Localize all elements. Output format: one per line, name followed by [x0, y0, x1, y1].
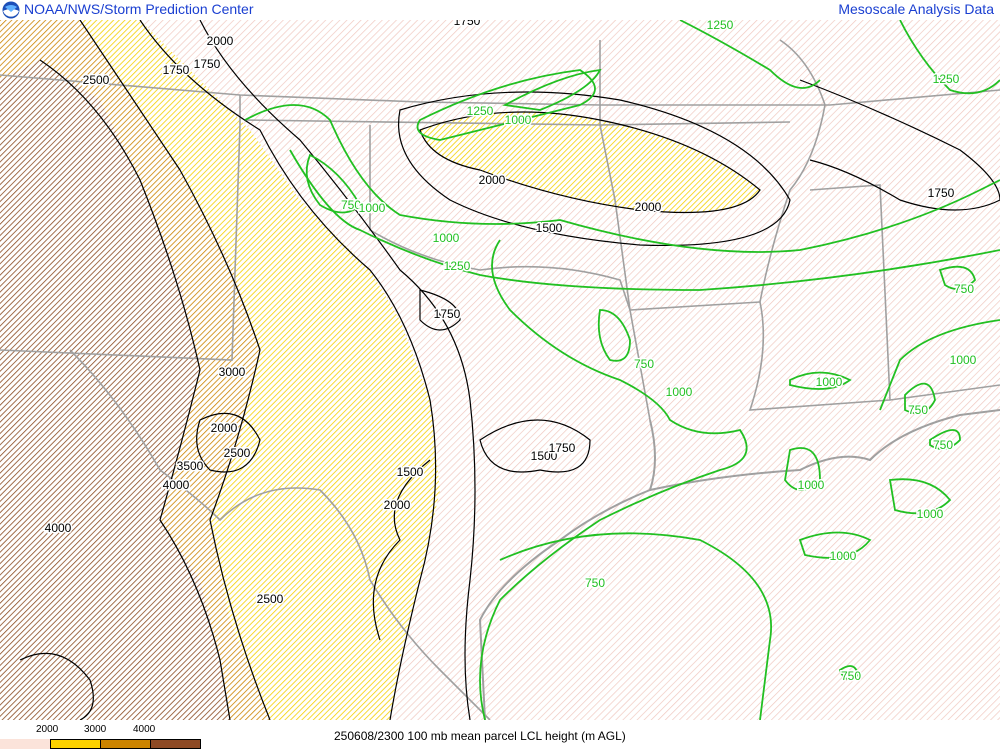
contour-label: 3000 — [219, 365, 246, 379]
map-caption: 250608/2300 100 mb mean parcel LCL heigh… — [334, 729, 626, 743]
contour-label: 1250 — [933, 72, 960, 86]
contour-label: 1000 — [917, 507, 944, 521]
contour-label: 3500 — [177, 459, 204, 473]
contour-label: 1750 — [928, 186, 955, 200]
contour-label: 1250 — [444, 259, 471, 273]
contour-label: 1750 — [549, 441, 576, 455]
contour-label: 1000 — [830, 549, 857, 563]
contour-label: 1000 — [950, 353, 977, 367]
contour-label: 750 — [634, 357, 654, 371]
legend-tick: 2000 — [36, 724, 59, 735]
contour-label: 2500 — [83, 73, 110, 87]
legend-swatch-4000 — [150, 739, 201, 749]
contour-label: 1000 — [505, 113, 532, 127]
contour-label: 750 — [908, 403, 928, 417]
contour-label: 1500 — [397, 465, 424, 479]
contour-label: 1250 — [467, 104, 494, 118]
contour-label: 2000 — [384, 498, 411, 512]
legend-swatch-3000 — [100, 739, 151, 749]
contour-label: 750 — [933, 438, 953, 452]
contour-label: 750 — [954, 282, 974, 296]
header-bar: NOAA/NWS/Storm Prediction Center Mesosca… — [0, 0, 1000, 20]
contour-label: 1000 — [816, 375, 843, 389]
contour-label: 2000 — [635, 200, 662, 214]
contour-label: 1000 — [666, 385, 693, 399]
contour-label: 1000 — [359, 201, 386, 215]
contour-label: 1750 — [194, 57, 221, 71]
contour-label: 2500 — [257, 592, 284, 606]
contour-label: 1750 — [434, 307, 461, 321]
legend-tick: 3000 — [84, 724, 107, 735]
spc-title-link[interactable]: NOAA/NWS/Storm Prediction Center — [24, 1, 254, 17]
contour-label: 4000 — [45, 521, 72, 535]
contour-label: 750 — [341, 198, 361, 212]
contour-label: 2500 — [224, 446, 251, 460]
contour-label: 750 — [841, 669, 861, 683]
contour-label: 750 — [585, 576, 605, 590]
contour-label: 1500 — [536, 221, 563, 235]
contour-label: 1500 — [531, 449, 558, 463]
legend-swatch-base — [0, 739, 51, 749]
hatch-2000-ne — [420, 112, 760, 213]
footer-bar: 2000 3000 4000 250608/2300 100 mb mean p… — [0, 720, 1000, 750]
noaa-logo-icon — [2, 1, 20, 19]
contour-label: 2000 — [211, 421, 238, 435]
contour-label: 1750 — [163, 63, 190, 77]
contour-label: 1250 — [707, 20, 734, 32]
hatch-4000-plus — [0, 60, 230, 720]
mesoscale-analysis-link[interactable]: Mesoscale Analysis Data — [838, 1, 994, 17]
contour-label: 4000 — [163, 478, 190, 492]
contours-low — [244, 20, 1000, 720]
contour-label: 1750 — [454, 20, 481, 28]
contour-label: 1000 — [798, 478, 825, 492]
contour-label: 1000 — [433, 231, 460, 245]
contour-label: 2000 — [207, 34, 234, 48]
contour-label: 2000 — [479, 173, 506, 187]
legend-tick: 4000 — [133, 724, 156, 735]
legend-swatch-2000 — [50, 739, 101, 749]
